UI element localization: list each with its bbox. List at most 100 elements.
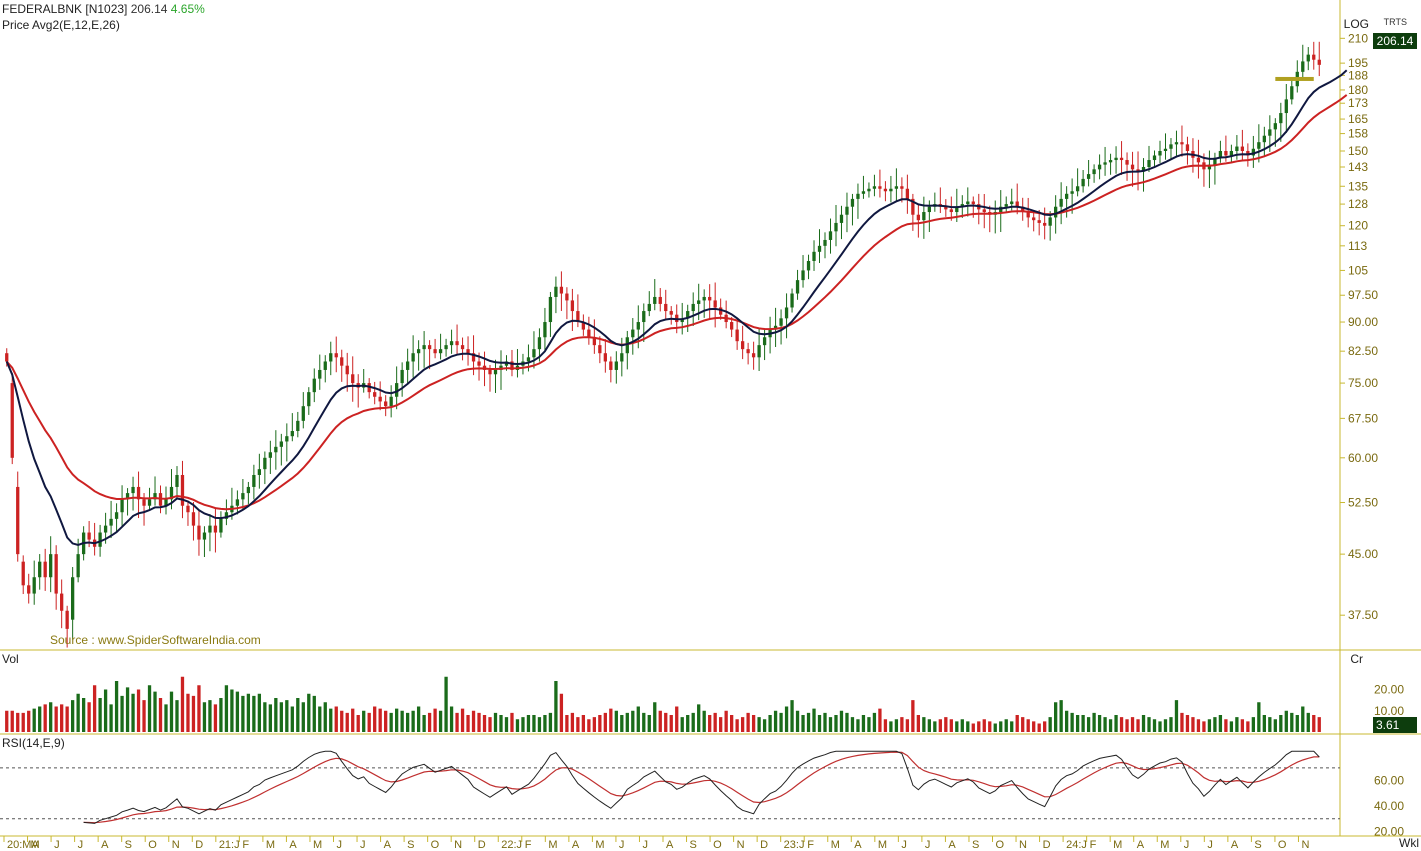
candle-body	[411, 353, 415, 362]
volume-bar	[521, 717, 525, 732]
volume-bar	[504, 717, 509, 732]
candle-body	[279, 441, 283, 447]
candle-body	[405, 361, 410, 370]
candle-body	[510, 361, 514, 370]
candle-body	[301, 406, 305, 421]
candle-body	[323, 361, 327, 370]
candle-body	[839, 214, 844, 223]
candle-body	[1043, 222, 1047, 226]
volume-bar	[581, 715, 586, 732]
candle-body	[10, 383, 14, 458]
volume-bar	[21, 712, 25, 732]
candle-body	[1235, 146, 1239, 151]
price-tick-label: 45.00	[1348, 547, 1378, 561]
candle-body	[669, 311, 673, 315]
current-price-tag: 206.14	[1373, 33, 1417, 49]
volume-bar	[1081, 715, 1085, 732]
volume-bar	[389, 712, 393, 732]
volume-bar	[1284, 710, 1288, 732]
rsi-tick-label: 60.00	[1374, 774, 1404, 788]
volume-bar	[471, 710, 476, 732]
volume-bar	[1075, 715, 1080, 732]
period-label[interactable]: Wkl	[1399, 836, 1419, 850]
price-tick-label: 135	[1348, 179, 1368, 193]
volume-bar	[208, 700, 212, 732]
candle-body	[795, 280, 800, 294]
candle-body	[664, 303, 668, 312]
candle-body	[828, 231, 833, 240]
volume-bar	[933, 721, 937, 732]
time-tick-label: M	[266, 839, 275, 851]
candle-body	[982, 209, 986, 213]
log-scale-toggle[interactable]: LOG	[1343, 17, 1369, 31]
candle-body	[620, 353, 624, 362]
time-tick-label: M	[595, 839, 604, 851]
volume-bar	[213, 704, 218, 732]
symbol-header: FEDERALBNK [N1023] 206.14 4.65%	[2, 2, 205, 16]
volume-bar	[680, 717, 684, 732]
volume-bar	[1136, 719, 1140, 732]
candle-body	[658, 296, 662, 304]
time-tick-label: F	[242, 839, 249, 851]
volume-bar	[1158, 721, 1162, 732]
volume-bar	[87, 702, 91, 732]
volume-bar	[702, 710, 706, 732]
volume-bar	[1202, 721, 1206, 732]
candle-body	[900, 186, 904, 189]
volume-bar	[1224, 719, 1228, 732]
volume-bar	[10, 710, 14, 732]
candle-body	[779, 318, 783, 326]
rsi-signal-line	[83, 751, 1320, 824]
volume-bar	[54, 706, 58, 732]
volume-bar	[268, 704, 272, 732]
time-tick-label: O	[996, 839, 1005, 851]
volume-bar	[1125, 719, 1129, 732]
candle-body	[114, 512, 119, 519]
candle-body	[427, 345, 432, 350]
time-tick-label: S	[1254, 839, 1261, 851]
candle-body	[548, 296, 553, 323]
volume-bar	[850, 717, 855, 732]
candle-body	[1092, 169, 1096, 175]
candle-body	[1054, 206, 1058, 218]
candle-body	[351, 374, 355, 384]
candle-body	[1147, 160, 1151, 167]
candle-body	[16, 486, 20, 555]
candle-body	[1163, 148, 1168, 151]
candle-body	[1251, 148, 1256, 156]
candle-body	[1306, 54, 1310, 62]
candle-body	[1290, 86, 1294, 100]
candle-body	[384, 401, 388, 407]
time-tick-label: J	[901, 839, 907, 851]
volume-bar	[43, 704, 47, 732]
volume-bar	[900, 717, 904, 732]
volume-bar	[614, 710, 618, 732]
time-tick-label: 21:J	[219, 839, 240, 851]
candle-body	[625, 337, 629, 354]
price-tick-label: 75.00	[1348, 376, 1378, 390]
candle-body	[944, 206, 948, 210]
volume-bar	[1185, 715, 1190, 732]
time-tick-label: M	[831, 839, 840, 851]
volume-bar	[872, 712, 877, 732]
volume-bar	[466, 715, 470, 732]
price-tick-label: 67.50	[1348, 411, 1378, 425]
candle-body	[87, 532, 91, 540]
volume-bar	[356, 715, 360, 732]
time-tick-label: D	[478, 839, 486, 851]
volume-bar	[290, 706, 294, 732]
volume-bar	[60, 704, 64, 732]
volume-bar	[312, 695, 316, 732]
volume-bar	[1213, 717, 1217, 732]
volume-bar	[81, 698, 86, 732]
candle-body	[598, 345, 602, 354]
volume-bar	[592, 717, 597, 732]
candle-body	[1158, 150, 1162, 156]
volume-bar	[384, 710, 388, 732]
volume-bar	[1086, 717, 1091, 732]
candle-body	[823, 239, 827, 246]
volume-bar	[334, 706, 338, 732]
time-tick-label: F	[1090, 839, 1097, 851]
candle-body	[373, 392, 377, 397]
